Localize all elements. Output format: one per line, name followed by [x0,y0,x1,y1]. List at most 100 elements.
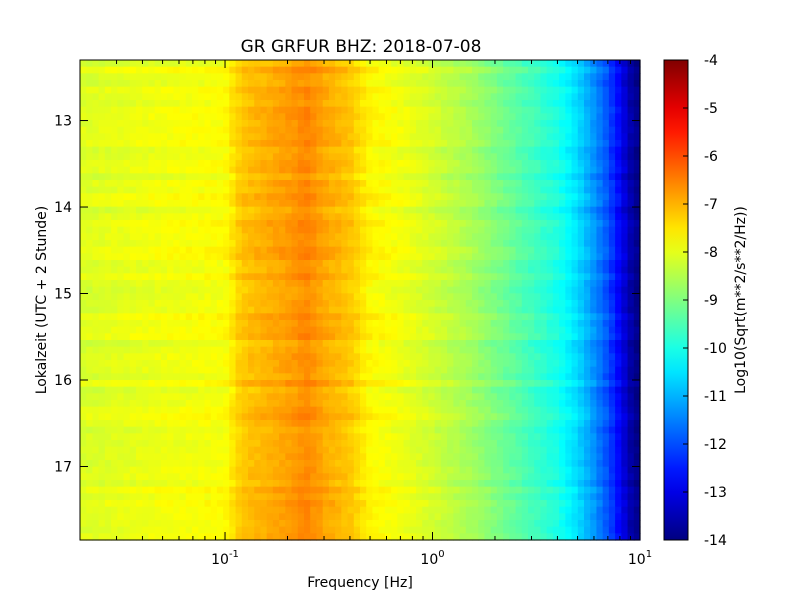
heatmap-cell [366,80,374,88]
heatmap-cell [148,260,156,268]
heatmap-cell [198,340,206,348]
heatmap-cell [291,100,299,108]
heatmap-cell [154,186,162,194]
heatmap-cell [521,260,529,268]
heatmap-cell [92,313,100,321]
heatmap-cell [459,326,467,334]
heatmap-cell [111,126,118,134]
heatmap-cell [459,180,467,188]
heatmap-cell [447,246,454,254]
heatmap-cell [266,206,274,214]
heatmap-cell [416,126,423,134]
heatmap-cell [347,93,355,101]
heatmap-cell [304,406,311,414]
heatmap-cell [416,313,423,321]
heatmap-cell [453,226,461,234]
heatmap-cell [142,160,150,168]
heatmap-cell [347,186,355,194]
heatmap-cell [154,340,162,348]
heatmap-cell [142,133,150,141]
heatmap-cell [391,346,398,354]
heatmap-cell [608,360,616,368]
heatmap-cell [384,360,392,368]
heatmap-cell [223,226,230,234]
heatmap-cell [260,413,268,421]
heatmap-cell [136,326,143,334]
heatmap-cell [123,246,131,254]
heatmap-cell [496,253,504,261]
heatmap-cell [104,353,112,361]
heatmap-cell [584,93,591,101]
heatmap-cell [590,413,598,421]
heatmap-cell [179,240,187,248]
heatmap-cell [397,313,405,321]
heatmap-cell [528,333,535,341]
heatmap-cell [608,160,616,168]
chart-title: GR GRFUR BHZ: 2018-07-08 [241,37,482,57]
heatmap-cell [496,193,504,201]
heatmap-cell [590,313,598,321]
heatmap-cell [328,106,336,114]
heatmap-cell [378,126,386,134]
heatmap-cell [98,393,106,401]
heatmap-cell [534,300,542,308]
heatmap-cell [341,133,349,141]
heatmap-cell [608,233,616,241]
heatmap-cell [210,120,218,128]
heatmap-cell [167,160,174,168]
heatmap-cell [515,166,523,174]
heatmap-cell [515,340,523,348]
heatmap-cell [173,226,181,234]
heatmap-cell [534,393,542,401]
heatmap-cell [465,106,473,114]
heatmap-cell [528,66,535,74]
heatmap-cell [98,140,106,148]
heatmap-cell [248,280,255,288]
heatmap-cell [434,260,442,268]
heatmap-cell [571,106,579,114]
heatmap-cell [440,393,448,401]
heatmap-cell [179,306,187,314]
heatmap-cell [515,66,523,74]
heatmap-cell [633,106,641,114]
heatmap-cell [577,113,585,121]
heatmap-cell [173,240,181,248]
heatmap-cell [210,166,218,174]
heatmap-cell [98,206,106,214]
heatmap-cell [198,326,206,334]
heatmap-cell [633,173,641,181]
heatmap-cell [136,260,143,268]
heatmap-cell [552,146,560,154]
heatmap-cell [229,306,237,314]
heatmap-cell [546,140,554,148]
heatmap-cell [92,393,100,401]
heatmap-cell [596,193,604,201]
heatmap-cell [216,366,224,374]
heatmap-cell [316,260,324,268]
heatmap-cell [534,186,542,194]
heatmap-cell [229,313,237,321]
heatmap-cell [534,326,542,334]
heatmap-cell [453,173,461,181]
heatmap-cell [185,266,193,274]
heatmap-cell [279,220,286,228]
heatmap-cell [503,260,510,268]
heatmap-cell [248,226,255,234]
heatmap-cell [384,113,392,121]
heatmap-cell [136,280,143,288]
heatmap-cell [559,80,566,88]
heatmap-cell [559,340,566,348]
heatmap-cell [453,260,461,268]
heatmap-cell [453,280,461,288]
heatmap-cell [347,353,355,361]
heatmap-cell [353,280,361,288]
heatmap-cell [372,120,380,128]
heatmap-cell [80,213,87,221]
heatmap-cell [179,373,187,381]
heatmap-cell [192,180,199,188]
heatmap-cell [279,140,286,148]
heatmap-cell [602,273,610,281]
heatmap-cell [633,346,641,354]
heatmap-cell [353,260,361,268]
heatmap-cell [136,293,143,301]
